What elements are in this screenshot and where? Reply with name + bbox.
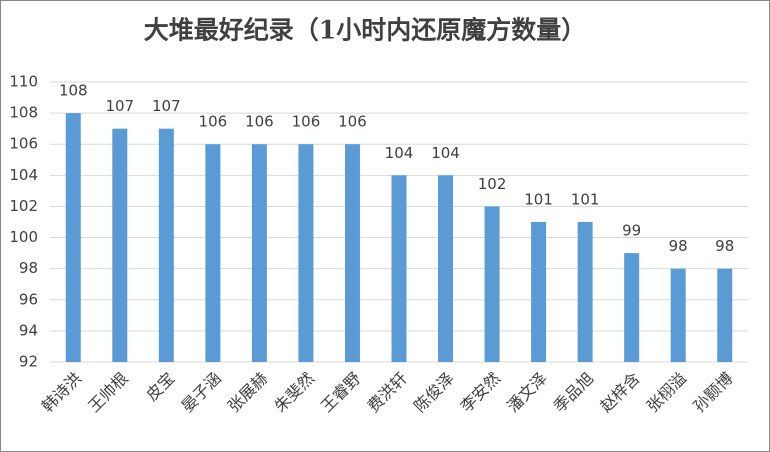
value-label: 104 <box>431 144 460 162</box>
value-label: 106 <box>292 113 321 131</box>
y-tick-label: 92 <box>19 353 38 371</box>
value-label: 108 <box>59 82 88 100</box>
y-tick-label: 106 <box>9 135 38 153</box>
bar <box>438 175 454 362</box>
bar <box>670 268 686 362</box>
y-tick-label: 94 <box>19 321 38 339</box>
y-tick-label: 108 <box>9 104 38 122</box>
bar <box>484 206 500 362</box>
y-tick-label: 100 <box>9 228 38 246</box>
value-label: 107 <box>152 97 181 115</box>
value-label: 102 <box>478 175 507 193</box>
bar <box>624 253 640 362</box>
value-label: 104 <box>385 144 414 162</box>
value-label: 101 <box>524 191 553 209</box>
y-tick-label: 96 <box>19 290 38 308</box>
bar <box>158 128 174 362</box>
bar <box>251 144 267 362</box>
value-label: 101 <box>571 191 600 209</box>
value-label: 106 <box>199 113 228 131</box>
value-label: 99 <box>622 222 641 240</box>
value-label: 106 <box>245 113 274 131</box>
value-label: 106 <box>338 113 367 131</box>
y-tick-label: 98 <box>19 259 38 277</box>
chart-title: 大堆最好纪录（1小时内还原魔方数量） <box>144 16 586 45</box>
bar <box>717 268 733 362</box>
bar <box>391 175 407 362</box>
y-tick-label: 102 <box>9 197 38 215</box>
bar <box>205 144 221 362</box>
value-label: 98 <box>715 237 734 255</box>
bar <box>344 144 360 362</box>
value-label: 98 <box>669 237 688 255</box>
bar <box>65 113 81 362</box>
bar <box>298 144 314 362</box>
bar <box>112 128 128 362</box>
bar <box>577 222 593 362</box>
y-tick-label: 110 <box>9 73 38 91</box>
value-label: 107 <box>105 97 134 115</box>
y-tick-label: 104 <box>9 166 38 184</box>
bar <box>531 222 547 362</box>
